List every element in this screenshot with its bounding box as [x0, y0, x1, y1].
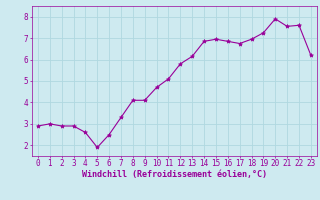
X-axis label: Windchill (Refroidissement éolien,°C): Windchill (Refroidissement éolien,°C) [82, 170, 267, 179]
